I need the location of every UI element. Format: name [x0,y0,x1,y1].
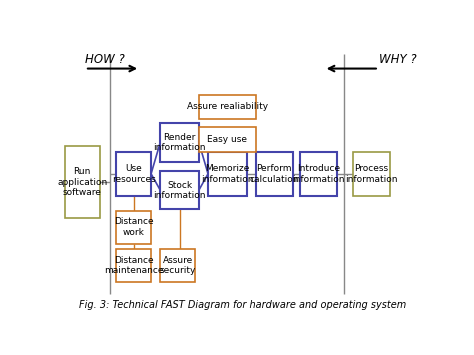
Text: Introduce
information: Introduce information [292,164,345,184]
Text: Fig. 3: Technical FAST Diagram for hardware and operating system: Fig. 3: Technical FAST Diagram for hardw… [79,300,407,311]
Text: HOW ?: HOW ? [85,53,125,66]
Text: Memorize
information: Memorize information [201,164,254,184]
Text: Stock
information: Stock information [153,180,206,200]
Text: Distance
maintenance: Distance maintenance [104,256,164,275]
FancyBboxPatch shape [199,94,256,119]
Text: Distance
work: Distance work [114,217,154,237]
Text: Process
information: Process information [345,164,398,184]
Text: Run
application
software: Run application software [57,167,107,197]
Text: Use
resources: Use resources [112,164,155,184]
Text: WHY ?: WHY ? [379,53,417,66]
Text: Assure realiability: Assure realiability [187,102,268,111]
FancyBboxPatch shape [199,127,256,152]
FancyBboxPatch shape [160,123,199,162]
Text: Easy use: Easy use [207,135,247,144]
Text: Render
information: Render information [153,133,206,152]
Text: Assure
security: Assure security [160,256,196,275]
FancyBboxPatch shape [116,249,151,282]
FancyBboxPatch shape [160,249,195,282]
FancyBboxPatch shape [116,152,151,196]
FancyBboxPatch shape [65,147,100,218]
FancyBboxPatch shape [116,211,151,244]
FancyBboxPatch shape [256,152,292,196]
FancyBboxPatch shape [353,152,390,196]
FancyBboxPatch shape [300,152,337,196]
FancyBboxPatch shape [160,171,199,209]
FancyBboxPatch shape [208,152,246,196]
Text: Perform
calculation: Perform calculation [249,164,299,184]
